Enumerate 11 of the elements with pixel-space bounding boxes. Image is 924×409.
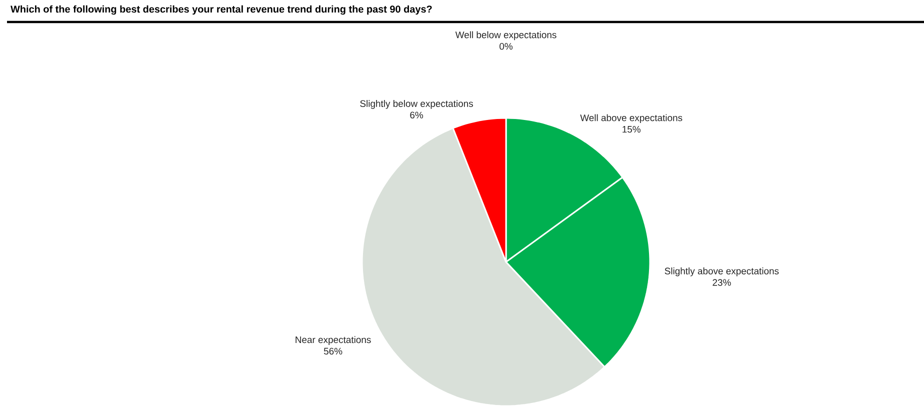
slice-label: Near expectations xyxy=(296,336,371,345)
slice-label: Slightly below expectations xyxy=(360,100,473,109)
data-label: 56% xyxy=(324,348,342,355)
slice-label: Well above expectations xyxy=(580,114,682,124)
text: 0% xyxy=(500,42,513,50)
data-label: 6% xyxy=(410,112,424,118)
data-label: 23% xyxy=(712,279,731,286)
slice-label: Slightly above expectations xyxy=(664,267,779,276)
chart-title: Which of the following best describes your rental revenue trend during the past 90 days? xyxy=(10,5,432,15)
category-label: Well below expectations xyxy=(455,31,556,40)
data-label: 15% xyxy=(622,126,640,133)
